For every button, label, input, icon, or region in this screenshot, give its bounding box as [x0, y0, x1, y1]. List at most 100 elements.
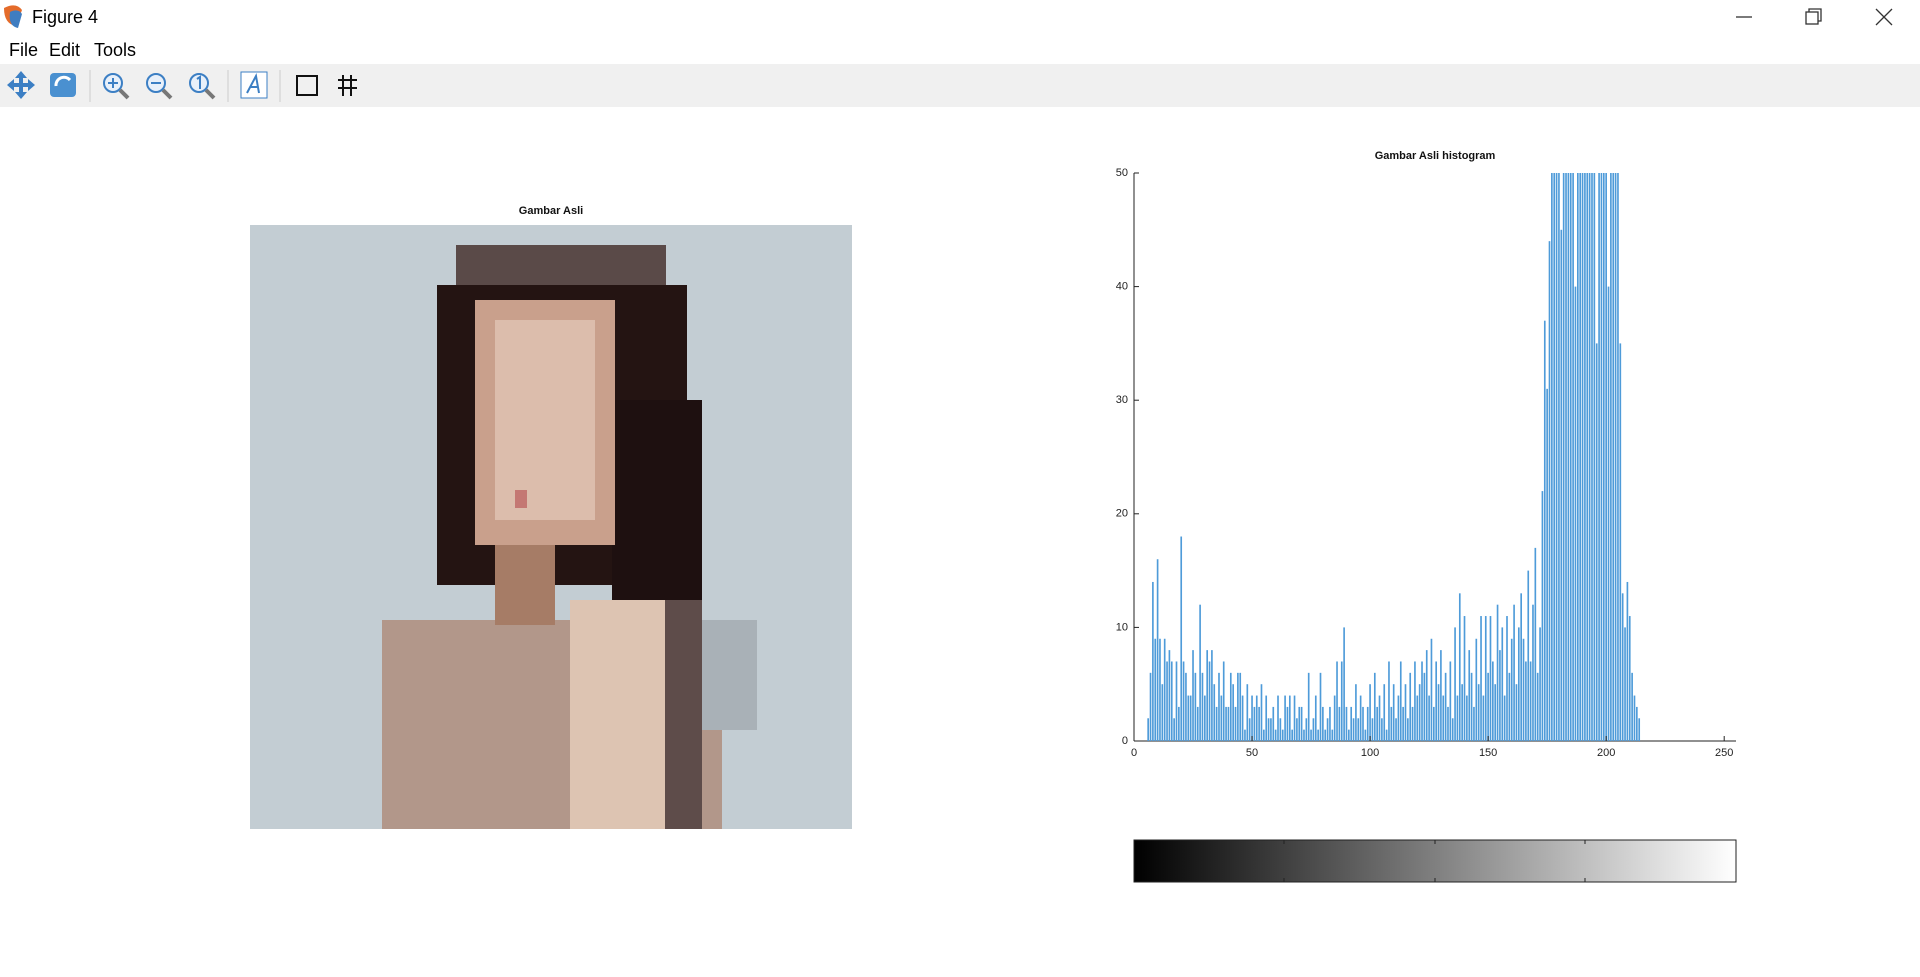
bar — [1305, 718, 1308, 741]
bar — [1296, 718, 1298, 741]
bar — [1173, 718, 1175, 741]
bar — [1331, 729, 1334, 741]
bar — [1206, 650, 1209, 741]
bar — [1574, 286, 1577, 741]
bar — [1414, 661, 1416, 741]
bar — [1260, 684, 1263, 741]
bar — [1149, 672, 1152, 741]
bar — [1376, 706, 1378, 741]
bar — [1591, 173, 1593, 741]
bar — [1277, 695, 1279, 741]
bar — [1326, 718, 1329, 741]
bar — [1579, 173, 1582, 741]
bar — [1270, 718, 1272, 741]
bar — [1534, 547, 1537, 741]
zoom-out-tool[interactable] — [146, 73, 173, 100]
bar — [1317, 729, 1319, 741]
bar — [1494, 684, 1497, 741]
bar — [1303, 729, 1305, 741]
bar — [1263, 729, 1265, 741]
grid-toggle[interactable] — [338, 75, 357, 96]
x-tick-label: 250 — [1715, 747, 1733, 759]
bar — [1208, 661, 1211, 741]
bar — [1458, 593, 1461, 741]
bar — [1314, 695, 1317, 741]
bar — [1371, 718, 1374, 741]
bar — [1527, 570, 1530, 741]
bar — [1352, 718, 1355, 741]
bar — [1286, 706, 1289, 741]
bar — [1369, 684, 1371, 741]
bar — [1274, 729, 1277, 741]
bar — [1338, 706, 1341, 741]
x-tick-label: 150 — [1479, 747, 1497, 759]
bar — [1385, 729, 1388, 741]
bar — [1399, 661, 1402, 741]
bar — [1621, 593, 1624, 741]
bar — [1201, 672, 1204, 741]
bar — [1319, 672, 1322, 741]
bar — [1423, 672, 1426, 741]
restore-button[interactable] — [1805, 8, 1822, 25]
zoom-reset-tool[interactable] — [189, 73, 216, 100]
bar — [1182, 661, 1185, 741]
bar — [1322, 706, 1324, 741]
bar — [1298, 706, 1301, 741]
axes-toggle[interactable] — [296, 75, 318, 96]
bar — [1581, 173, 1584, 741]
bar — [1203, 695, 1206, 741]
bar — [1510, 638, 1513, 741]
bar — [1418, 684, 1421, 741]
bar — [1466, 695, 1468, 741]
bar — [1492, 661, 1494, 741]
bar — [1487, 672, 1489, 741]
bar — [1166, 661, 1168, 741]
bar — [1215, 706, 1218, 741]
y-tick-label: 20 — [1116, 508, 1128, 520]
close-button[interactable] — [1875, 8, 1893, 26]
menu-item[interactable]: Edit — [49, 40, 80, 60]
pan-tool[interactable] — [7, 71, 35, 99]
bar — [1333, 695, 1336, 741]
bar — [1284, 695, 1286, 741]
bar — [1525, 661, 1527, 741]
y-tick-label: 30 — [1116, 394, 1128, 406]
bar — [1234, 706, 1237, 741]
zoom-in-tool[interactable] — [103, 73, 130, 100]
bar — [1163, 638, 1166, 741]
bar — [1348, 729, 1350, 741]
bar — [1340, 661, 1343, 741]
bar — [1159, 638, 1161, 741]
bar — [1293, 695, 1296, 741]
menu-item[interactable]: Tools — [94, 40, 136, 60]
bar — [1468, 650, 1471, 741]
menu-item[interactable]: File — [9, 40, 38, 60]
bar — [1192, 650, 1194, 741]
bar — [1281, 729, 1284, 741]
bar — [1619, 343, 1622, 741]
x-tick-label: 0 — [1131, 747, 1137, 759]
bar — [1435, 661, 1438, 741]
bar — [1499, 650, 1501, 741]
text-tool[interactable] — [240, 71, 268, 99]
bar — [1432, 706, 1435, 741]
bar — [1463, 616, 1466, 741]
bar — [1407, 718, 1409, 741]
bar — [1350, 706, 1353, 741]
bar — [1614, 173, 1617, 741]
bar — [1156, 559, 1159, 741]
bar — [1196, 706, 1199, 741]
image — [250, 225, 852, 829]
bar — [1312, 718, 1315, 741]
x-tick-label: 50 — [1246, 747, 1258, 759]
bar — [1480, 616, 1482, 741]
bar — [1442, 695, 1445, 741]
bar — [1225, 706, 1227, 741]
bar — [1548, 241, 1551, 741]
rotate-tool[interactable] — [50, 73, 76, 97]
bar — [1272, 706, 1275, 741]
bar — [1416, 695, 1419, 741]
bar — [1560, 229, 1563, 741]
bar — [1189, 695, 1192, 741]
